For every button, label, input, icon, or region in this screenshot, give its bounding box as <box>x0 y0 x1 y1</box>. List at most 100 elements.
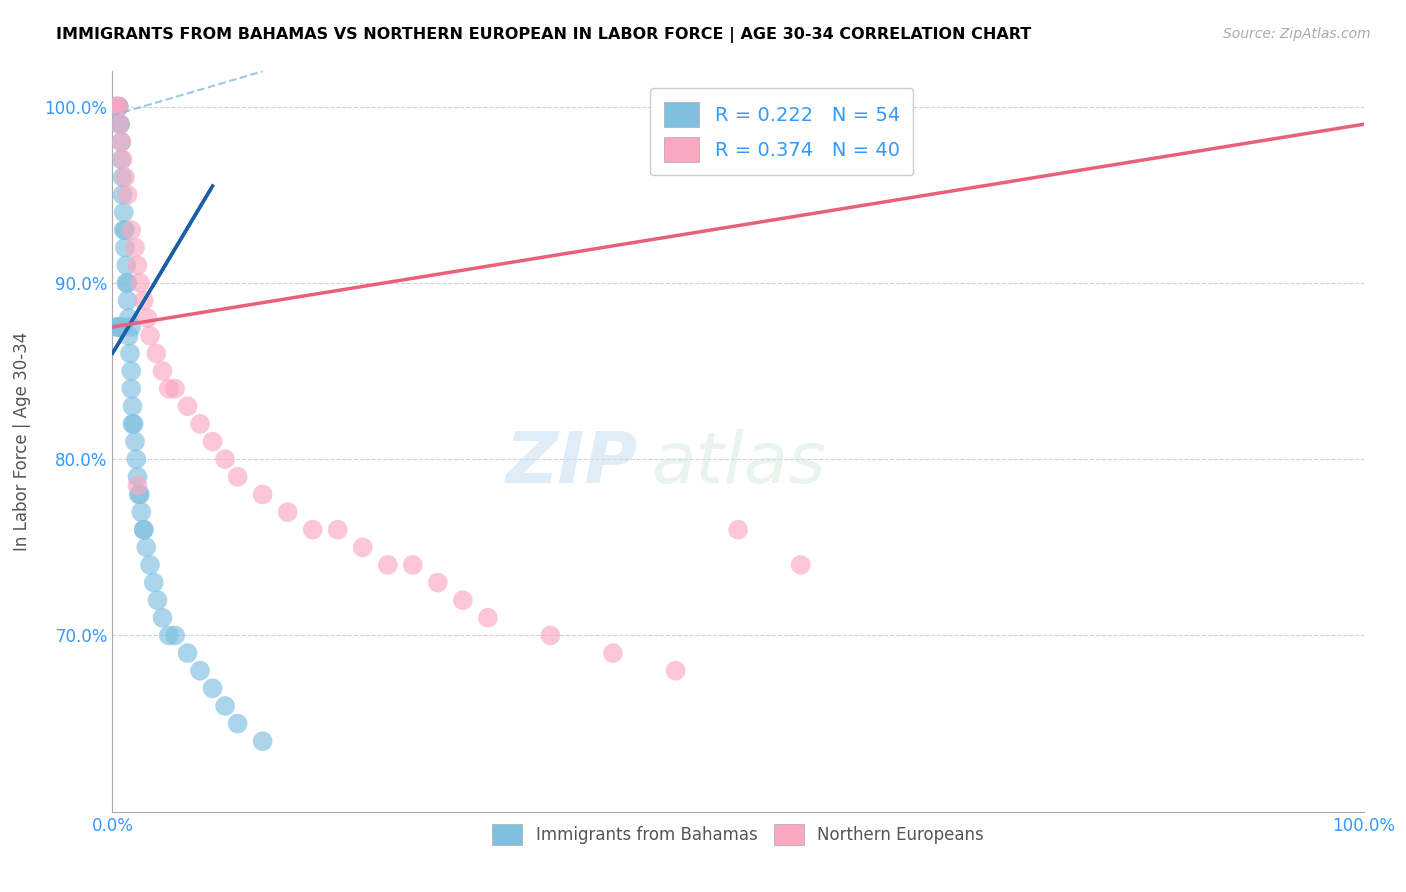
Point <box>117 187 139 202</box>
Point <box>142 575 165 590</box>
Legend: Immigrants from Bahamas, Northern Europeans: Immigrants from Bahamas, Northern Europe… <box>482 814 994 855</box>
Point <box>157 628 180 642</box>
Point <box>115 258 138 272</box>
Point <box>114 223 136 237</box>
Point <box>120 382 142 396</box>
Point <box>108 117 131 131</box>
Point <box>326 523 349 537</box>
Point <box>108 117 131 131</box>
Point <box>132 293 155 308</box>
Point <box>118 328 141 343</box>
Text: atlas: atlas <box>651 429 825 499</box>
Point <box>115 276 138 290</box>
Point <box>107 100 129 114</box>
Point <box>145 346 167 360</box>
Point <box>301 523 323 537</box>
Point <box>111 320 134 334</box>
Point <box>107 100 129 114</box>
Point <box>226 470 249 484</box>
Point <box>128 487 150 501</box>
Point <box>110 153 132 167</box>
Point <box>157 382 180 396</box>
Point <box>152 611 174 625</box>
Point <box>112 205 135 219</box>
Point <box>114 241 136 255</box>
Point <box>163 382 186 396</box>
Point <box>118 346 141 360</box>
Point <box>121 417 143 431</box>
Point <box>107 320 129 334</box>
Point <box>252 734 274 748</box>
Point <box>790 558 813 572</box>
Point <box>135 541 157 555</box>
Point <box>188 417 211 431</box>
Point <box>188 664 211 678</box>
Point <box>110 135 132 149</box>
Point <box>136 311 159 326</box>
Text: Source: ZipAtlas.com: Source: ZipAtlas.com <box>1223 27 1371 41</box>
Text: IMMIGRANTS FROM BAHAMAS VS NORTHERN EUROPEAN IN LABOR FORCE | AGE 30-34 CORRELAT: IMMIGRANTS FROM BAHAMAS VS NORTHERN EURO… <box>56 27 1032 43</box>
Point <box>104 100 127 114</box>
Point <box>163 628 186 642</box>
Point <box>124 434 146 449</box>
Point <box>125 452 148 467</box>
Point <box>120 320 142 334</box>
Point <box>214 698 236 713</box>
Point <box>107 100 129 114</box>
Point <box>176 399 198 413</box>
Point <box>129 276 152 290</box>
Text: ZIP: ZIP <box>506 429 638 499</box>
Point <box>111 153 134 167</box>
Point <box>602 646 624 660</box>
Point <box>201 681 224 696</box>
Point <box>127 258 149 272</box>
Point <box>727 523 749 537</box>
Point <box>664 664 686 678</box>
Point <box>451 593 474 607</box>
Point <box>176 646 198 660</box>
Point <box>252 487 274 501</box>
Point <box>112 223 135 237</box>
Point <box>118 311 141 326</box>
Point <box>426 575 449 590</box>
Point <box>226 716 249 731</box>
Point <box>402 558 425 572</box>
Point <box>538 628 561 642</box>
Point <box>129 487 152 501</box>
Point <box>108 117 131 131</box>
Point <box>152 364 174 378</box>
Point <box>132 523 155 537</box>
Point <box>107 100 129 114</box>
Point <box>132 523 155 537</box>
Point <box>139 328 162 343</box>
Point <box>146 593 169 607</box>
Point <box>117 276 139 290</box>
Point <box>105 100 128 114</box>
Point <box>129 505 152 519</box>
Point <box>107 100 129 114</box>
Y-axis label: In Labor Force | Age 30-34: In Labor Force | Age 30-34 <box>13 332 31 551</box>
Point <box>127 470 149 484</box>
Point <box>110 135 132 149</box>
Point <box>127 478 149 492</box>
Point <box>117 293 139 308</box>
Point <box>214 452 236 467</box>
Point <box>105 100 128 114</box>
Point <box>377 558 399 572</box>
Point <box>121 399 143 413</box>
Point <box>277 505 299 519</box>
Point <box>352 541 374 555</box>
Point <box>108 320 131 334</box>
Point <box>139 558 162 572</box>
Point <box>120 364 142 378</box>
Point <box>107 100 129 114</box>
Point <box>124 241 146 255</box>
Point <box>111 187 134 202</box>
Point <box>120 223 142 237</box>
Point <box>122 417 145 431</box>
Point <box>477 611 499 625</box>
Point <box>105 320 128 334</box>
Point <box>201 434 224 449</box>
Point <box>111 170 134 185</box>
Point <box>114 170 136 185</box>
